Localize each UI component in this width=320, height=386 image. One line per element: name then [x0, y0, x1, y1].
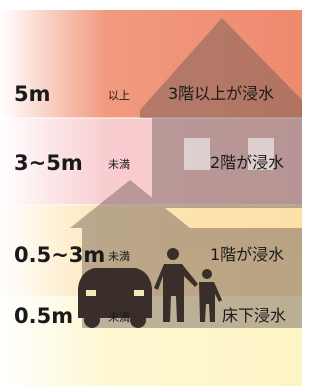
- page: {"rows": [ {"depth": "5m", "qualifier": …: [0, 0, 302, 386]
- depth-label: 3~5m: [14, 151, 83, 175]
- depth-label: 5m: [14, 82, 51, 106]
- description: 2階が浸水: [210, 153, 284, 172]
- description: 3階以上が浸水: [168, 84, 274, 103]
- qualifier: 以上: [108, 89, 130, 102]
- depth-label: 0.5m: [14, 304, 73, 328]
- description: 1階が浸水: [210, 245, 284, 264]
- qualifier: 未満: [108, 158, 130, 171]
- qualifier: 未満: [108, 311, 130, 324]
- description: 床下浸水: [222, 306, 286, 325]
- depth-label: 0.5~3m: [14, 243, 105, 267]
- qualifier: 未満: [108, 250, 130, 263]
